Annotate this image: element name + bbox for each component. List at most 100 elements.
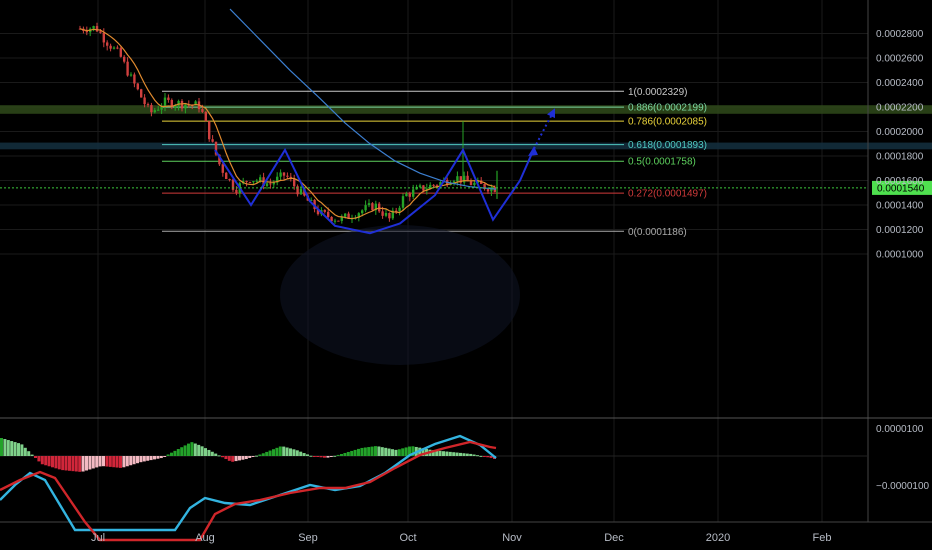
candle-body[interactable] <box>296 186 299 195</box>
candle-body[interactable] <box>469 181 473 186</box>
candle-body[interactable] <box>123 56 126 62</box>
candle-body[interactable] <box>221 164 224 173</box>
pattern-path[interactable] <box>214 147 535 235</box>
candle-body[interactable] <box>174 105 177 108</box>
candle-body[interactable] <box>99 31 102 33</box>
candle-body[interactable] <box>163 97 167 107</box>
candle-body[interactable] <box>92 26 95 29</box>
candle-body[interactable] <box>452 181 456 184</box>
candle-body[interactable] <box>422 185 425 191</box>
candle-body[interactable] <box>109 45 112 49</box>
candle-body[interactable] <box>184 104 187 109</box>
candle-body[interactable] <box>435 185 439 187</box>
candle-body[interactable] <box>371 203 374 211</box>
candle-body[interactable] <box>388 212 391 219</box>
candle-body[interactable] <box>102 32 105 43</box>
candle-body[interactable] <box>367 203 371 206</box>
candle-body[interactable] <box>231 179 235 190</box>
candle-body[interactable] <box>378 203 381 212</box>
candle-body[interactable] <box>201 109 204 112</box>
candle-body[interactable] <box>340 216 343 221</box>
candle-body[interactable] <box>180 100 184 109</box>
candle-body[interactable] <box>177 100 180 106</box>
candle-body[interactable] <box>429 184 432 189</box>
candle-body[interactable] <box>252 181 255 183</box>
candle-body[interactable] <box>214 141 218 155</box>
candle-body[interactable] <box>133 74 136 84</box>
candle-body[interactable] <box>432 184 435 186</box>
candle-body[interactable] <box>408 193 411 197</box>
candle-body[interactable] <box>167 97 170 101</box>
candle-body[interactable] <box>330 216 333 222</box>
candle-body[interactable] <box>395 210 398 212</box>
candle-body[interactable] <box>381 211 384 216</box>
candle-body[interactable] <box>140 89 143 98</box>
candle-body[interactable] <box>418 185 422 187</box>
candle-body[interactable] <box>286 175 289 177</box>
candle-body[interactable] <box>483 183 486 190</box>
candle-body[interactable] <box>384 212 388 216</box>
candle-body[interactable] <box>136 83 139 90</box>
candle-body[interactable] <box>119 48 122 57</box>
candle-body[interactable] <box>439 182 442 186</box>
candle-body[interactable] <box>259 177 262 181</box>
candle-body[interactable] <box>391 210 394 219</box>
candle-body[interactable] <box>276 176 279 183</box>
candle-body[interactable] <box>153 110 156 113</box>
candle-body[interactable] <box>361 210 364 214</box>
candle-body[interactable] <box>466 175 469 182</box>
candle-body[interactable] <box>456 176 459 182</box>
candle-body[interactable] <box>235 189 238 193</box>
candle-body[interactable] <box>150 105 153 113</box>
candle-body[interactable] <box>323 210 326 212</box>
candle-body[interactable] <box>245 180 248 182</box>
candle-body[interactable] <box>299 189 303 195</box>
candle-body[interactable] <box>255 180 258 182</box>
candle-body[interactable] <box>112 47 116 49</box>
candle-body[interactable] <box>473 182 476 186</box>
candle-body[interactable] <box>282 172 286 176</box>
candle-body[interactable] <box>344 213 347 217</box>
candle-body[interactable] <box>463 175 466 183</box>
candle-body[interactable] <box>316 209 320 215</box>
candle-body[interactable] <box>401 196 405 208</box>
candle-body[interactable] <box>364 205 367 211</box>
candle-body[interactable] <box>405 193 408 197</box>
candle-body[interactable] <box>218 154 221 165</box>
candle-body[interactable] <box>269 183 272 185</box>
candle-body[interactable] <box>412 189 415 197</box>
candle-body[interactable] <box>327 211 330 217</box>
candle-body[interactable] <box>225 172 228 180</box>
candle-body[interactable] <box>248 181 252 183</box>
candle-body[interactable] <box>333 220 337 222</box>
candle-body[interactable] <box>303 189 306 196</box>
candle-body[interactable] <box>347 213 350 219</box>
candle-body[interactable] <box>116 47 119 49</box>
candle-body[interactable] <box>265 183 269 186</box>
candle-body[interactable] <box>279 172 282 177</box>
candle-body[interactable] <box>146 104 150 106</box>
candle-body[interactable] <box>211 139 214 142</box>
candle-body[interactable] <box>208 121 211 140</box>
candle-body[interactable] <box>204 111 207 122</box>
candle-body[interactable] <box>228 179 231 181</box>
candle-body[interactable] <box>337 220 340 222</box>
candle-body[interactable] <box>476 180 479 183</box>
candle-body[interactable] <box>459 176 462 183</box>
candle-body[interactable] <box>357 213 360 218</box>
candle-body[interactable] <box>293 179 296 187</box>
candle-body[interactable] <box>374 203 377 211</box>
candle-body[interactable] <box>160 106 163 110</box>
candle-body[interactable] <box>143 97 146 105</box>
candle-body[interactable] <box>95 26 99 32</box>
candle-body[interactable] <box>194 101 197 106</box>
candle-body[interactable] <box>272 182 275 185</box>
candle-body[interactable] <box>398 207 401 212</box>
candle-body[interactable] <box>170 100 173 108</box>
candle-body[interactable] <box>85 30 88 33</box>
candle-body[interactable] <box>157 109 160 111</box>
candle-body[interactable] <box>129 74 133 76</box>
candle-body[interactable] <box>486 189 490 192</box>
candle-body[interactable] <box>310 199 313 201</box>
